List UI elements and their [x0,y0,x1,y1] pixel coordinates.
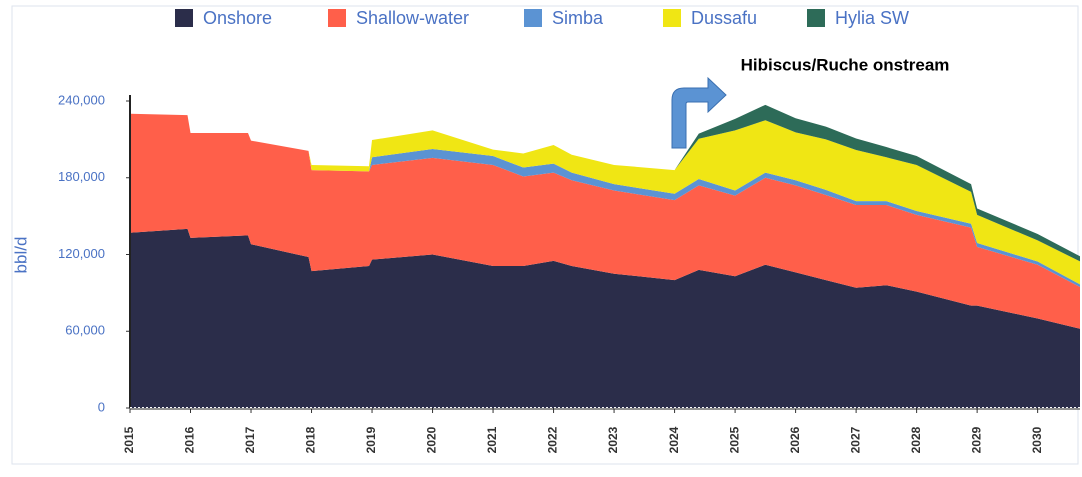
x-tick-label: 2015 [122,426,136,453]
legend-label: Hylia SW [835,8,909,28]
x-tick-label: 2023 [606,426,620,453]
area [130,104,1080,262]
x-tick-label: 2024 [667,426,681,453]
y-axis-label: bbl/d [11,237,30,274]
legend-swatch [663,9,681,27]
x-tick-label: 2022 [546,426,560,453]
y-tick-label: 120,000 [58,246,105,261]
legend-label: Onshore [203,8,272,28]
x-tick-label: 2017 [243,426,257,453]
y-tick-label: 240,000 [58,92,105,107]
x-tick-label: 2025 [727,426,741,453]
legend-swatch [175,9,193,27]
x-tick-label: 2016 [183,426,197,453]
area [130,113,1080,329]
annotation: Hibiscus/Ruche onstream [741,55,950,74]
x-tick-label: 2019 [364,426,378,453]
x-tick-label: 2018 [304,426,318,453]
y-tick-label: 60,000 [65,323,105,338]
area [130,228,1080,408]
legend-swatch [807,9,825,27]
legend-label: Shallow-water [356,8,469,28]
annotation-arrow [671,76,727,149]
legend-label: Dussafu [691,8,757,28]
x-tick-label: 2021 [485,426,499,453]
legend-swatch [328,9,346,27]
x-tick-label: 2029 [969,426,983,453]
x-tick-label: 2020 [425,426,439,453]
x-tick-label: 2027 [848,426,862,453]
area [130,113,1080,285]
legend-label: Simba [552,8,604,28]
legend-swatch [524,9,542,27]
x-tick-label: 2028 [909,426,923,453]
y-tick-label: 0 [98,399,105,414]
x-tick-label: 2030 [1030,426,1044,453]
x-tick-label: 2026 [788,426,802,453]
frame [11,5,1079,465]
y-tick-label: 180,000 [58,169,105,184]
